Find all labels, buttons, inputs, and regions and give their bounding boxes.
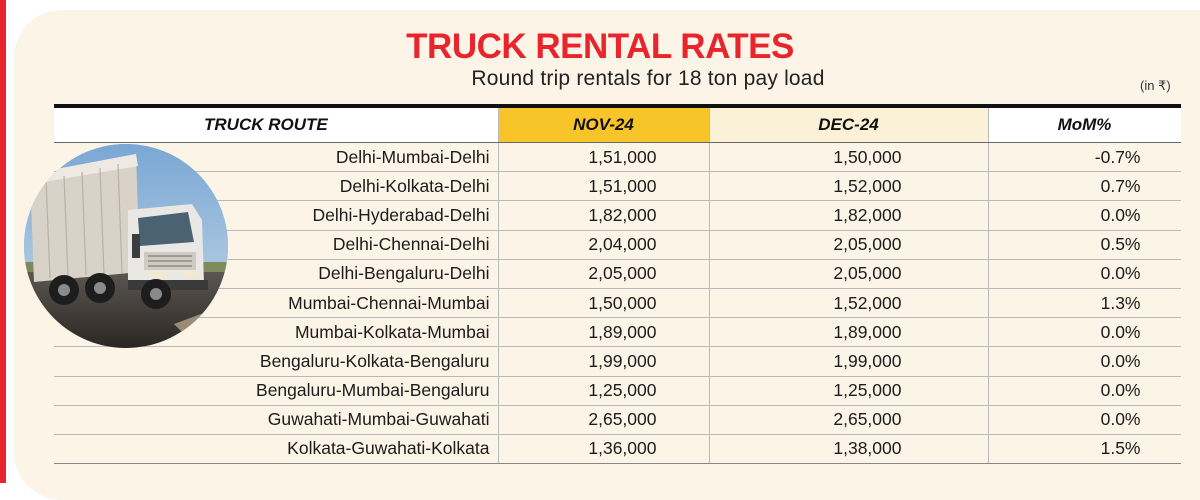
nov-24-cell: 1,89,000 bbox=[498, 317, 710, 348]
header-dec-24: DEC-24 bbox=[709, 106, 989, 143]
nov-24-cell: 1,25,000 bbox=[498, 376, 710, 406]
route-cell: Guwahati-Mumbai-Guwahati bbox=[54, 405, 499, 435]
dec-24-cell: 1,38,000 bbox=[709, 434, 989, 465]
mom-percent-cell: 0.0% bbox=[988, 259, 1181, 289]
mom-percent-cell: 0.0% bbox=[988, 346, 1181, 377]
page-title: TRUCK RENTAL RATES bbox=[406, 27, 794, 66]
mom-percent-cell: 1.3% bbox=[988, 288, 1181, 319]
mom-percent-cell: 1.5% bbox=[988, 434, 1181, 465]
mom-percent-cell: 0.7% bbox=[988, 171, 1181, 202]
header-truck-route: TRUCK ROUTE bbox=[54, 106, 499, 143]
dec-24-cell: 1,50,000 bbox=[709, 142, 989, 173]
dec-24-cell: 1,25,000 bbox=[709, 376, 989, 406]
dec-24-cell: 1,99,000 bbox=[709, 346, 989, 377]
nov-24-cell: 1,50,000 bbox=[498, 288, 710, 319]
mom-percent-cell: 0.0% bbox=[988, 200, 1181, 231]
dec-24-cell: 2,05,000 bbox=[709, 230, 989, 260]
page-subtitle: Round trip rentals for 18 ton pay load bbox=[471, 67, 825, 90]
mom-percent-cell: 0.5% bbox=[988, 230, 1181, 260]
dec-24-cell: 1,52,000 bbox=[709, 288, 989, 319]
unit-note: (in ₹) bbox=[1140, 78, 1171, 93]
dec-24-cell: 2,65,000 bbox=[709, 405, 989, 435]
table-row: Delhi-Kolkata-Delhi 1,51,000 1,52,000 0.7% bbox=[54, 171, 1181, 202]
left-accent-stripe bbox=[0, 0, 6, 483]
route-cell: Bengaluru-Mumbai-Bengaluru bbox=[54, 376, 499, 406]
table-body: Delhi-Mumbai-Delhi 1,51,000 1,50,000 -0.7% D… bbox=[54, 142, 1181, 465]
truck-illustration bbox=[24, 144, 228, 348]
nov-24-cell: 1,51,000 bbox=[498, 171, 710, 202]
mom-percent-cell: 0.0% bbox=[988, 317, 1181, 348]
mom-percent-cell: 0.0% bbox=[988, 376, 1181, 406]
table-row: Bengaluru-Mumbai-Bengaluru 1,25,000 1,25,0… bbox=[54, 376, 1181, 406]
table-row: Delhi-Mumbai-Delhi 1,51,000 1,50,000 -0.7% bbox=[54, 142, 1181, 173]
mom-percent-cell: -0.7% bbox=[988, 142, 1181, 173]
table-row: Kolkata-Guwahati-Kolkata 1,36,000 1,38,000… bbox=[54, 434, 1181, 465]
dec-24-cell: 1,52,000 bbox=[709, 171, 989, 202]
nov-24-cell: 2,65,000 bbox=[498, 405, 710, 435]
header-mom-percent: MoM% bbox=[988, 106, 1181, 143]
mom-percent-cell: 0.0% bbox=[988, 405, 1181, 435]
table-header-row: TRUCK ROUTE NOV-24 DEC-24 MoM% bbox=[54, 106, 1181, 143]
table-row: Mumbai-Kolkata-Mumbai 1,89,000 1,89,000 0.0… bbox=[54, 317, 1181, 348]
table-row: Mumbai-Chennai-Mumbai 1,50,000 1,52,000 1.3… bbox=[54, 288, 1181, 319]
route-cell: Kolkata-Guwahati-Kolkata bbox=[54, 434, 499, 465]
nov-24-cell: 2,05,000 bbox=[498, 259, 710, 289]
nov-24-cell: 1,99,000 bbox=[498, 346, 710, 377]
dec-24-cell: 1,89,000 bbox=[709, 317, 989, 348]
header-nov-24: NOV-24 bbox=[498, 106, 710, 143]
truck-photo bbox=[24, 144, 228, 348]
nov-24-cell: 2,04,000 bbox=[498, 230, 710, 260]
route-cell: Bengaluru-Kolkata-Bengaluru bbox=[54, 346, 499, 377]
nov-24-cell: 1,51,000 bbox=[498, 142, 710, 173]
table-row: Guwahati-Mumbai-Guwahati 2,65,000 2,65,000… bbox=[54, 405, 1181, 435]
truck-rental-table: TRUCK ROUTE NOV-24 DEC-24 MoM% Delhi-Mum… bbox=[54, 104, 1181, 465]
table-row: Bengaluru-Kolkata-Bengaluru 1,99,000 1,99,… bbox=[54, 346, 1181, 377]
dec-24-cell: 2,05,000 bbox=[709, 259, 989, 289]
nov-24-cell: 1,36,000 bbox=[498, 434, 710, 465]
dec-24-cell: 1,82,000 bbox=[709, 200, 989, 231]
nov-24-cell: 1,82,000 bbox=[498, 200, 710, 231]
